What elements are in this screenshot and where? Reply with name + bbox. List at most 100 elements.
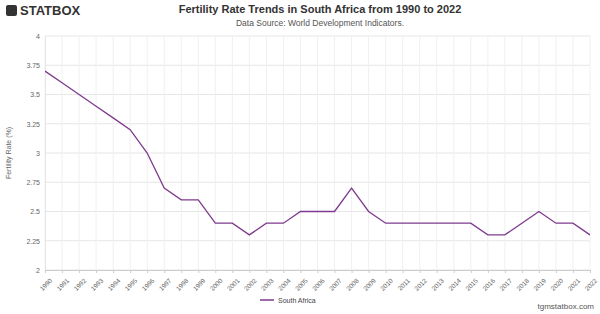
legend: South Africa <box>260 297 316 304</box>
grid-line-x <box>300 36 301 270</box>
x-tick-mark <box>96 270 97 273</box>
legend-swatch <box>260 299 274 301</box>
x-tick-label: 2019 <box>532 277 547 292</box>
footer: tgmstatbox.com <box>538 302 595 311</box>
x-tick: 2015 <box>464 270 479 292</box>
x-tick-mark <box>556 270 557 273</box>
grid-line-x <box>317 36 318 270</box>
title: Fertility Rate Trends in South Africa fr… <box>179 3 462 15</box>
x-tick-label: 2022 <box>583 277 598 292</box>
x-tick-label: 2014 <box>447 277 462 292</box>
y-tick-label: 2.5 <box>30 208 40 215</box>
x-tick-mark <box>45 270 46 273</box>
x-tick-mark <box>266 270 267 273</box>
y-tick-label: 3.25 <box>26 120 40 127</box>
x-tick-label: 2018 <box>515 277 530 292</box>
x-tick-mark <box>573 270 574 273</box>
x-tick-mark <box>522 270 523 273</box>
x-tick-mark <box>454 270 455 273</box>
x-tick-label: 1994 <box>106 277 121 292</box>
grid-line-x <box>232 36 233 270</box>
x-tick-label: 2008 <box>345 277 360 292</box>
x-tick: 2016 <box>481 270 496 292</box>
x-tick-label: 1991 <box>55 277 70 292</box>
y-tick-label: 3.5 <box>30 91 40 98</box>
x-tick-label: 2009 <box>362 277 377 292</box>
grid-line-x <box>215 36 216 270</box>
x-tick-mark <box>249 270 250 273</box>
grid-line-x <box>62 36 63 270</box>
x-tick-mark <box>352 270 353 273</box>
x-tick-label: 1990 <box>38 277 53 292</box>
series-line <box>45 71 590 235</box>
x-tick-mark <box>164 270 165 273</box>
grid-line-x <box>368 36 369 270</box>
x-tick: 2008 <box>345 270 360 292</box>
grid-line-x <box>79 36 80 270</box>
grid-line-x <box>283 36 284 270</box>
x-tick-label: 1993 <box>89 277 104 292</box>
x-tick-mark <box>539 270 540 273</box>
x-tick: 2000 <box>208 270 223 292</box>
x-tick-mark <box>181 270 182 273</box>
y-tick: 3.5 <box>30 91 45 98</box>
x-tick: 2022 <box>583 270 598 292</box>
y-tick: 3.25 <box>26 120 45 127</box>
x-tick: 2010 <box>379 270 394 292</box>
x-tick: 1991 <box>55 270 70 292</box>
grid <box>45 36 590 270</box>
x-tick: 1995 <box>123 270 138 292</box>
x-tick-label: 2011 <box>396 277 411 292</box>
grid-line-x <box>555 36 556 270</box>
grid-line-x <box>385 36 386 270</box>
grid-line-x <box>453 36 454 270</box>
x-tick: 2005 <box>294 270 309 292</box>
grid-line-x <box>113 36 114 270</box>
grid-line-x <box>351 36 352 270</box>
x-tick-label: 2002 <box>243 277 258 292</box>
x-tick-label: 2006 <box>311 277 326 292</box>
x-tick: 1996 <box>140 270 155 292</box>
y-tick: 2.75 <box>26 179 45 186</box>
y-tick-label: 2 <box>36 267 40 274</box>
x-tick-label: 1997 <box>157 277 172 292</box>
x-axis-line <box>46 271 591 274</box>
x-tick-mark <box>62 270 63 273</box>
x-tick-mark <box>420 270 421 273</box>
x-tick-mark <box>215 270 216 273</box>
x-tick-mark <box>335 270 336 273</box>
x-tick: 1999 <box>191 270 206 292</box>
x-tick-mark <box>369 270 370 273</box>
x-tick-mark <box>198 270 199 273</box>
x-tick-label: 2000 <box>208 277 223 292</box>
y-tick-label: 3 <box>36 150 40 157</box>
x-tick: 2009 <box>362 270 377 292</box>
x-tick-mark <box>79 270 80 273</box>
x-tick-mark <box>488 270 489 273</box>
grid-line-x <box>198 36 199 270</box>
grid-line-x <box>436 36 437 270</box>
y-tick-label: 2.75 <box>26 179 40 186</box>
x-tick-mark <box>437 270 438 273</box>
grid-line-x <box>334 36 335 270</box>
x-tick-mark <box>283 270 284 273</box>
grid-line-x <box>470 36 471 270</box>
grid-line-x <box>130 36 131 270</box>
y-tick: 2 <box>36 267 45 274</box>
y-tick: 3 <box>36 150 45 157</box>
x-tick-mark <box>505 270 506 273</box>
grid-line-x <box>521 36 522 270</box>
x-tick-label: 2003 <box>260 277 275 292</box>
grid-line-x <box>538 36 539 270</box>
grid-line-x <box>181 36 182 270</box>
x-tick-label: 2001 <box>226 277 241 292</box>
x-tick: 1997 <box>157 270 172 292</box>
x-tick: 2007 <box>328 270 343 292</box>
x-tick-mark <box>386 270 387 273</box>
x-tick: 1994 <box>106 270 121 292</box>
x-tick: 2017 <box>498 270 513 292</box>
x-tick-label: 2007 <box>328 277 343 292</box>
x-tick-mark <box>232 270 233 273</box>
grid-line-x <box>419 36 420 270</box>
x-tick-mark <box>590 270 591 273</box>
